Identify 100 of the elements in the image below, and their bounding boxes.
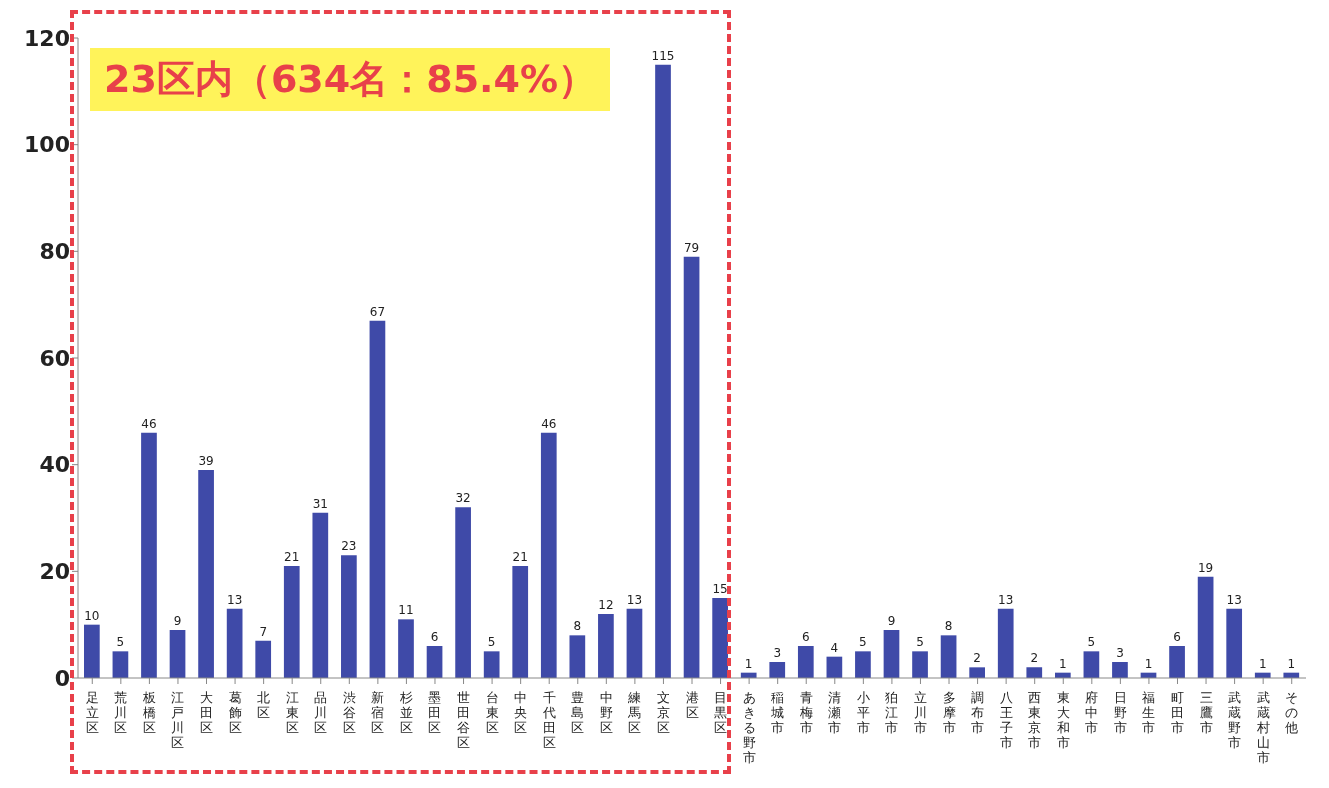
bar: [84, 624, 100, 678]
x-tick-label: 豊島区: [571, 690, 585, 735]
data-label: 21: [284, 550, 300, 564]
data-label: 2: [973, 651, 981, 666]
data-label: 13: [227, 592, 243, 607]
data-label: 79: [683, 240, 700, 255]
bar: [426, 646, 443, 678]
x-tick-label: 多摩市: [942, 690, 956, 735]
x-tick-label: 狛江市: [885, 690, 899, 735]
x-tick-label: 府中市: [1085, 690, 1099, 735]
x-tick-label: 江東区: [285, 690, 299, 735]
bar: [626, 608, 643, 678]
data-label: 6: [801, 630, 810, 644]
x-tick-label: 新宿区: [371, 690, 385, 735]
data-label: 5: [916, 635, 924, 650]
data-label: 12: [598, 598, 614, 612]
bar: [997, 608, 1014, 678]
x-tick-label: 立川市: [913, 690, 927, 735]
bar: [912, 651, 928, 678]
data-label: 3: [1116, 646, 1124, 660]
data-label: 6: [430, 630, 439, 644]
data-label: 19: [1197, 560, 1214, 575]
bar: [655, 64, 671, 678]
bar: [883, 630, 900, 678]
data-label: 7: [259, 624, 268, 639]
data-label: 1: [1059, 656, 1067, 671]
data-label: 5: [487, 635, 496, 650]
data-label: 8: [573, 619, 582, 634]
x-tick-label: 町田市: [1170, 690, 1184, 735]
x-tick-label: 東大和市: [1056, 690, 1070, 750]
y-tick-label: 20: [39, 559, 70, 585]
x-tick-label: 台東区: [485, 690, 499, 735]
annotation: 23区内（634名：85.4%）: [90, 48, 611, 111]
y-tick-label: 80: [39, 239, 70, 265]
bar: [1026, 667, 1043, 678]
x-tick-label: 小平市: [856, 690, 870, 735]
x-tick-label: 練馬区: [627, 690, 642, 735]
data-label: 13: [998, 592, 1014, 607]
bar: [455, 507, 471, 678]
data-label: 67: [369, 304, 386, 319]
bar: [540, 432, 557, 678]
bar: [1112, 662, 1128, 678]
data-label: 1: [1258, 656, 1267, 671]
data-label: 13: [1226, 592, 1242, 607]
bar: [283, 566, 300, 678]
x-tick-label: 中野区: [599, 690, 613, 735]
data-label: 6: [1173, 630, 1181, 644]
bar: [312, 512, 329, 678]
data-label: 3: [773, 646, 782, 660]
x-tick-label: 武蔵村山市: [1255, 690, 1270, 765]
data-label: 13: [626, 592, 643, 607]
bar: [598, 614, 614, 678]
bar: [769, 662, 786, 678]
data-label: 9: [887, 614, 896, 628]
bar: [1169, 646, 1185, 678]
x-tick-label: 杉並区: [398, 690, 413, 735]
data-label: 9: [173, 614, 182, 628]
bar: [255, 640, 272, 678]
x-tick-label: 調布市: [971, 690, 985, 735]
x-tick-label: 武蔵野市: [1228, 690, 1242, 750]
x-tick-label: 港区: [685, 690, 699, 720]
data-label: 15: [712, 582, 728, 596]
bar: [483, 651, 500, 678]
data-label: 21: [512, 550, 528, 564]
bar: [341, 555, 357, 678]
bar: [569, 635, 586, 678]
bar: [1226, 608, 1243, 678]
y-tick-label: 60: [39, 345, 70, 371]
x-tick-label: 中央区: [514, 690, 528, 735]
x-tick-label: 青梅市: [798, 690, 813, 735]
x-tick-label: 福生市: [1142, 690, 1156, 735]
bar: [712, 598, 728, 678]
x-tick-label: 世田谷区: [457, 690, 471, 750]
bar: [398, 619, 414, 678]
data-label: 11: [398, 603, 414, 618]
data-label: 2: [1030, 651, 1039, 666]
x-tick-label: 目黒区: [714, 690, 728, 735]
bar: [1083, 651, 1100, 678]
bar: [797, 646, 814, 678]
x-tick-label: 品川区: [314, 690, 328, 735]
x-tick-label: 大田区: [200, 690, 214, 735]
data-label: 115: [651, 48, 675, 63]
bar: [855, 651, 871, 678]
bar: [369, 320, 386, 678]
x-tick-label: 荒川区: [114, 690, 128, 735]
x-tick-label: 江戸川区: [171, 690, 185, 750]
data-label: 46: [141, 416, 157, 431]
x-tick-label: その他: [1285, 690, 1299, 735]
bar: [512, 566, 529, 678]
x-tick-label: 渋谷区: [342, 690, 356, 735]
bar: [1197, 576, 1214, 678]
data-label: 4: [830, 640, 839, 655]
x-tick-label: 千代田区: [541, 690, 556, 750]
bar: [940, 635, 957, 678]
x-tick-label: 足立区: [85, 690, 99, 735]
bar: [141, 432, 157, 678]
bar: [683, 256, 700, 678]
data-label: 1: [1287, 656, 1296, 671]
data-label: 5: [1087, 635, 1096, 650]
data-label: 32: [455, 491, 471, 506]
